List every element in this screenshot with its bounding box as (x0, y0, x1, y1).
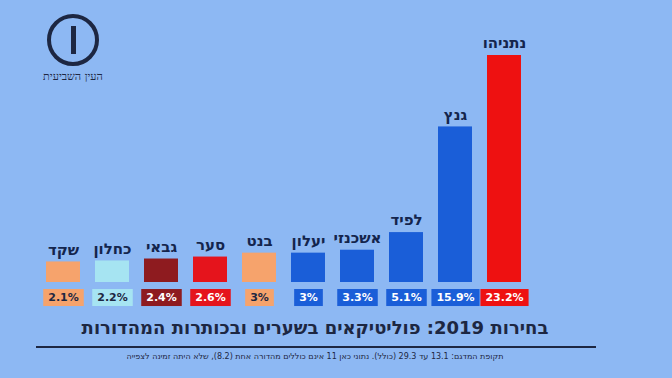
svg-text:כחלון: כחלון (93, 240, 131, 258)
html-text:תקופת המדגם: 13.1 עד 29.3 (כול: תקופת המדגם: 13.1 עד 29.3 (כולל). נתוני … (126, 352, 504, 361)
svg-text:3.3%: 3.3% (342, 291, 373, 304)
svg-text:גנץ: גנץ (444, 106, 468, 124)
svg-text:2.1%: 2.1% (48, 291, 79, 304)
svg-text:3%: 3% (299, 291, 318, 304)
svg-text:23.2%: 23.2% (485, 291, 523, 304)
svg-text:2.2%: 2.2% (97, 291, 128, 304)
svg-text:אשכנזי: אשכנזי (333, 229, 381, 247)
html-text:בחירות 2019: פוליטיקאים בשערים: בחירות 2019: פוליטיקאים בשערים ובכותרות … (81, 317, 549, 338)
svg-text:גבאי: גבאי (146, 238, 177, 256)
svg-text:15.9%: 15.9% (436, 291, 474, 304)
svg-text:2.4%: 2.4% (146, 291, 177, 304)
svg-text:יעלון: יעלון (292, 232, 326, 250)
svg-text:בנט: בנט (246, 232, 272, 250)
svg-text:5.1%: 5.1% (391, 291, 422, 304)
html-text:העין השביעית: העין השביעית (43, 70, 103, 83)
svg-text:שקד: שקד (48, 241, 80, 259)
svg-text:סער: סער (196, 236, 225, 254)
svg-text:3%: 3% (250, 291, 269, 304)
svg-text:2.6%: 2.6% (195, 291, 226, 304)
svg-text:נתניהו: נתניהו (483, 34, 527, 52)
svg-text:לפיד: לפיד (390, 211, 422, 229)
